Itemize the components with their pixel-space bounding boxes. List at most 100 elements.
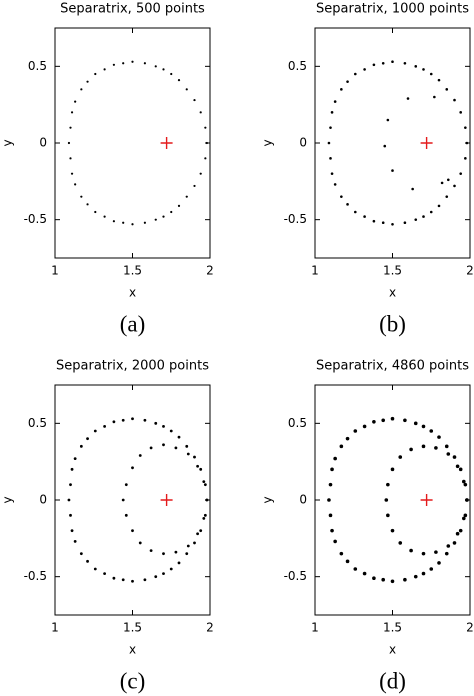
point: [346, 203, 349, 206]
point: [462, 516, 466, 521]
panel-title: Separatrix, 500 points: [60, 2, 205, 17]
point: [390, 579, 395, 584]
panel-label: (a): [120, 311, 146, 336]
point: [86, 80, 89, 83]
point: [112, 220, 115, 223]
point: [74, 100, 77, 103]
point: [409, 447, 413, 452]
point: [433, 95, 436, 99]
point: [124, 483, 128, 487]
point: [203, 513, 207, 517]
point: [362, 571, 367, 576]
point: [381, 577, 386, 582]
point: [69, 483, 72, 487]
point: [383, 144, 387, 148]
point: [193, 98, 196, 102]
y-axis-label: y: [1, 496, 15, 503]
point: [193, 455, 196, 459]
point: [463, 513, 468, 518]
point: [391, 222, 394, 226]
point: [390, 467, 395, 472]
point: [205, 141, 208, 145]
x-tick-label: 2: [466, 621, 474, 635]
y-tick-label: 0: [39, 136, 47, 150]
point: [86, 437, 89, 441]
point: [453, 184, 456, 188]
point: [73, 457, 77, 460]
center-marker: [420, 137, 433, 149]
point: [434, 446, 438, 450]
point: [422, 215, 425, 218]
point: [93, 429, 97, 433]
point: [131, 466, 134, 470]
point: [434, 550, 438, 554]
point: [447, 178, 450, 182]
point: [185, 88, 188, 91]
point: [70, 172, 74, 175]
point: [67, 141, 71, 145]
point: [103, 68, 106, 71]
point: [162, 215, 165, 218]
point: [162, 68, 165, 71]
point: [70, 529, 74, 533]
point: [138, 454, 142, 457]
point: [339, 551, 344, 556]
point: [103, 215, 106, 218]
point: [169, 567, 173, 571]
y-axis-label: y: [261, 139, 275, 146]
point: [131, 579, 134, 583]
point: [112, 63, 115, 66]
point: [112, 420, 116, 424]
point: [170, 210, 173, 214]
point: [354, 210, 357, 214]
point: [363, 215, 366, 218]
point: [446, 452, 451, 456]
point: [330, 528, 334, 533]
point: [170, 72, 173, 76]
point: [329, 126, 332, 129]
point: [413, 421, 418, 426]
point: [199, 467, 203, 471]
x-tick-label: 1.5: [123, 264, 142, 278]
point: [429, 567, 434, 571]
point: [103, 572, 106, 575]
point: [414, 65, 418, 68]
point: [353, 567, 358, 571]
point: [345, 559, 350, 564]
point: [386, 482, 390, 487]
point: [362, 424, 367, 429]
y-axis-label: y: [1, 139, 15, 146]
point: [162, 552, 165, 556]
point: [196, 532, 200, 536]
point: [381, 61, 385, 65]
x-tick-label: 1.5: [123, 621, 142, 635]
point: [154, 65, 157, 68]
point: [185, 195, 188, 198]
panel-title: Separatrix, 4860 points: [316, 359, 469, 374]
point: [94, 210, 97, 214]
point: [143, 418, 147, 422]
point: [185, 552, 189, 556]
panel-label: (d): [379, 668, 406, 693]
point: [122, 62, 125, 65]
point: [455, 464, 460, 469]
point: [121, 498, 125, 502]
point: [79, 552, 83, 556]
point: [455, 531, 460, 536]
point: [69, 126, 72, 129]
point: [124, 513, 128, 517]
point: [403, 221, 407, 225]
x-axis-label: x: [389, 643, 396, 657]
point: [199, 172, 202, 175]
point: [154, 575, 158, 579]
point: [429, 429, 434, 433]
point: [193, 184, 196, 188]
x-tick-label: 1.5: [383, 264, 402, 278]
point: [154, 218, 157, 221]
point: [372, 576, 376, 580]
point: [149, 446, 153, 450]
point: [381, 418, 386, 423]
point: [421, 551, 426, 556]
y-tick-label: 0.5: [28, 416, 47, 430]
point: [465, 498, 469, 502]
